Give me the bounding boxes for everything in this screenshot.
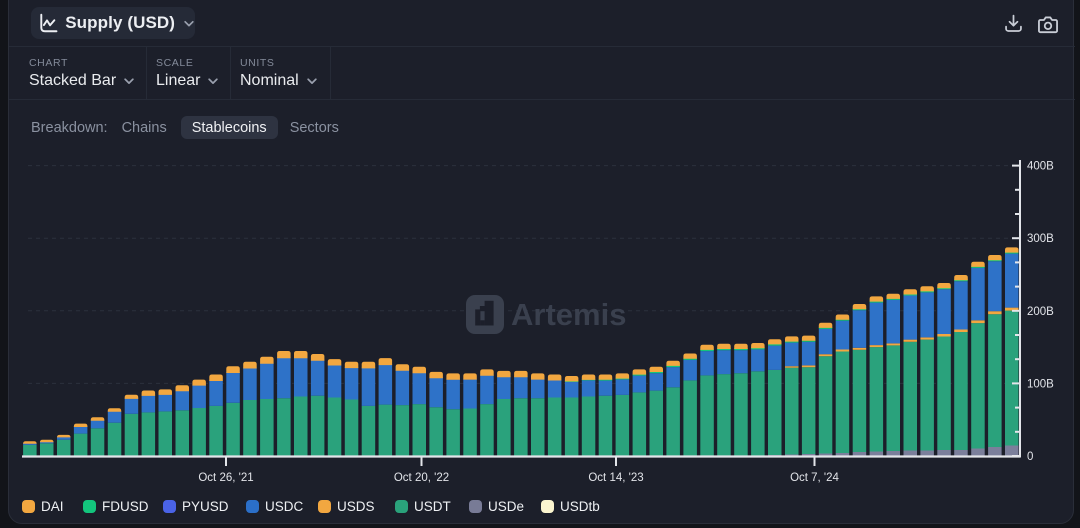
svg-text:200B: 200B (1027, 306, 1054, 318)
svg-text:400B: 400B (1027, 161, 1054, 173)
svg-text:Oct 14, '23: Oct 14, '23 (588, 472, 643, 484)
svg-text:Oct 26, '21: Oct 26, '21 (198, 472, 253, 484)
svg-text:Artemis: Artemis (511, 297, 626, 332)
svg-text:0: 0 (1027, 451, 1033, 463)
svg-text:300B: 300B (1027, 233, 1054, 245)
svg-text:100B: 100B (1027, 378, 1054, 390)
svg-text:Oct 20, '22: Oct 20, '22 (394, 472, 449, 484)
svg-text:Oct 7, '24: Oct 7, '24 (790, 472, 839, 484)
